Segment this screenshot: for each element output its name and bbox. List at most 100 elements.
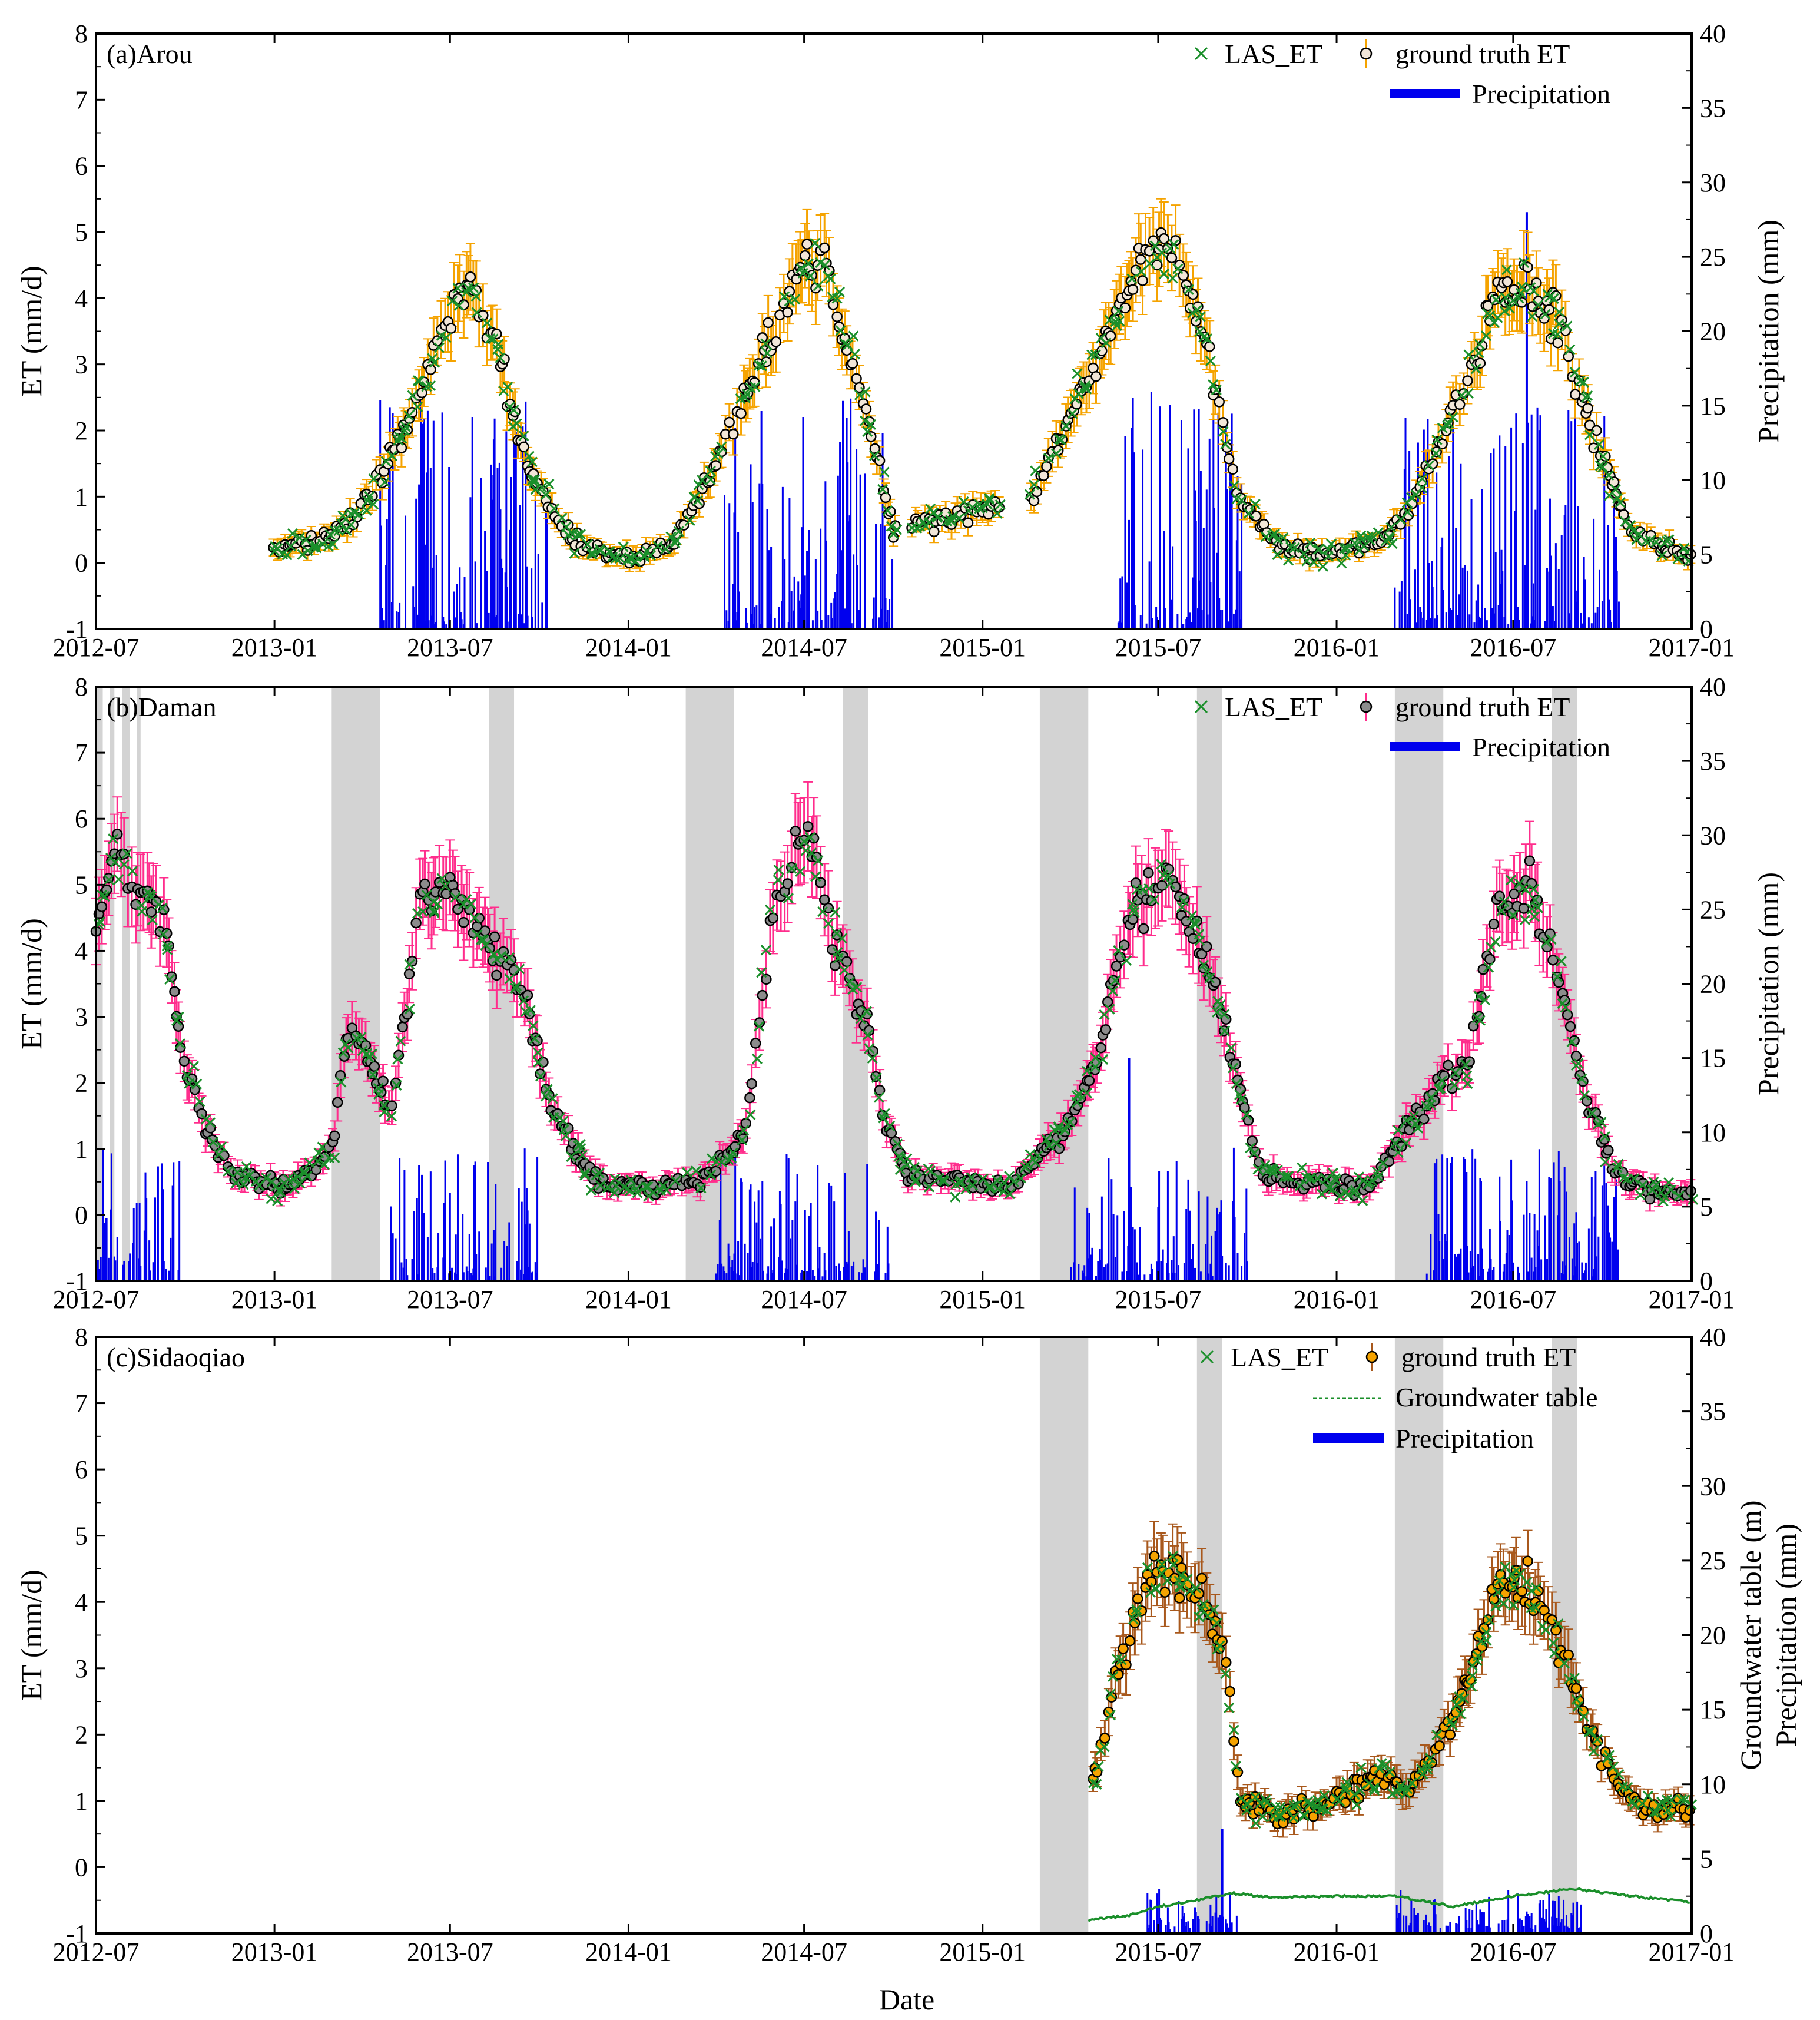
las-marker	[317, 538, 329, 549]
las-marker	[1402, 506, 1413, 518]
ground-truth-marker	[96, 901, 108, 913]
las-marker	[403, 410, 415, 422]
las-marker	[716, 441, 727, 452]
ground-truth-marker	[518, 441, 529, 453]
ground-truth-marker	[929, 526, 940, 537]
ground-truth-marker	[1127, 284, 1139, 295]
las-marker	[1527, 311, 1538, 322]
las-marker	[518, 430, 529, 442]
ground-truth-marker	[445, 323, 457, 334]
las-marker	[1610, 484, 1621, 495]
y-axis-label: ET (mm/d)	[15, 266, 48, 397]
las-marker	[848, 330, 859, 342]
las-marker	[862, 426, 873, 437]
las-marker	[541, 489, 552, 501]
las-marker	[865, 419, 877, 430]
las-marker	[523, 451, 535, 462]
x-tick-label: 2016-01	[1294, 633, 1380, 662]
las-marker	[1528, 285, 1539, 296]
y2-tick-label: 20	[1700, 317, 1726, 346]
las-marker	[294, 532, 305, 543]
las-marker	[1060, 420, 1072, 432]
las-marker	[433, 342, 445, 353]
las-marker	[452, 283, 463, 294]
las-marker	[712, 448, 724, 459]
las-marker	[595, 545, 606, 557]
ground-truth-marker	[1158, 233, 1170, 244]
las-marker	[1540, 309, 1551, 320]
las-marker	[1312, 544, 1324, 555]
las-marker	[1681, 547, 1692, 558]
las-marker	[974, 503, 985, 514]
legend-label: Precipitation	[1472, 79, 1610, 109]
ground-truth-marker	[1105, 330, 1116, 342]
las-marker	[1603, 469, 1615, 481]
las-marker	[1562, 320, 1573, 332]
las-marker	[1069, 393, 1080, 405]
las-marker	[1051, 448, 1062, 459]
las-marker	[665, 531, 677, 542]
las-marker	[368, 499, 379, 510]
las-marker	[992, 508, 1003, 519]
las-marker	[1593, 439, 1605, 450]
las-marker	[281, 549, 293, 561]
ground-truth-marker	[145, 906, 157, 918]
las-marker	[285, 541, 296, 552]
las-marker	[379, 476, 390, 488]
las-marker	[1325, 538, 1337, 549]
las-marker	[1447, 412, 1458, 423]
las-marker	[1490, 294, 1501, 306]
ground-truth-marker	[1395, 519, 1407, 530]
las-marker	[582, 539, 593, 550]
x-tick-label: 2016-07	[1470, 633, 1557, 662]
las-marker	[1211, 384, 1222, 396]
las-marker	[1183, 284, 1194, 295]
las-marker	[931, 512, 943, 523]
ground-truth-marker	[491, 328, 502, 340]
las-marker	[1113, 306, 1124, 317]
las-marker	[878, 466, 890, 478]
ground-truth-marker	[1052, 445, 1064, 456]
ground-truth-marker	[419, 878, 430, 890]
legend-precip-swatch	[1390, 89, 1460, 98]
las-marker	[1289, 542, 1300, 554]
las-marker	[1317, 561, 1328, 572]
x-tick-label: 2015-01	[939, 633, 1026, 662]
las-marker	[1499, 306, 1510, 317]
las-marker	[859, 415, 871, 426]
las-marker	[1298, 548, 1310, 559]
gap-shade	[122, 687, 130, 1281]
las-marker	[346, 519, 357, 530]
ground-truth-marker	[1588, 442, 1599, 453]
las-marker	[693, 479, 704, 491]
las-marker	[1208, 379, 1219, 390]
las-marker	[1104, 314, 1115, 326]
las-marker	[1236, 495, 1247, 506]
las-marker	[407, 390, 418, 401]
ground-truth-marker	[377, 1075, 389, 1087]
ground-truth-marker	[1223, 453, 1235, 465]
las-marker	[869, 450, 880, 461]
las-marker	[1431, 434, 1443, 445]
las-marker	[396, 433, 407, 444]
ground-truth-marker	[1173, 260, 1185, 271]
las-marker	[586, 547, 598, 558]
ground-truth-marker	[763, 317, 774, 329]
las-marker	[447, 296, 458, 307]
las-marker	[842, 339, 853, 350]
las-marker	[984, 495, 995, 506]
las-marker	[760, 338, 771, 349]
ground-truth-marker	[1516, 297, 1527, 308]
y2-axis-label: Precipitation (mm)	[1752, 220, 1785, 443]
y2-tick-label: 5	[1700, 541, 1713, 569]
ground-truth-marker	[169, 986, 180, 997]
las-marker	[1569, 367, 1580, 378]
las-marker	[614, 553, 625, 564]
las-marker	[586, 549, 598, 560]
las-marker	[1172, 263, 1184, 274]
las-marker	[849, 349, 860, 360]
ground-truth-marker	[1552, 337, 1563, 349]
ground-truth-marker	[329, 1130, 340, 1142]
